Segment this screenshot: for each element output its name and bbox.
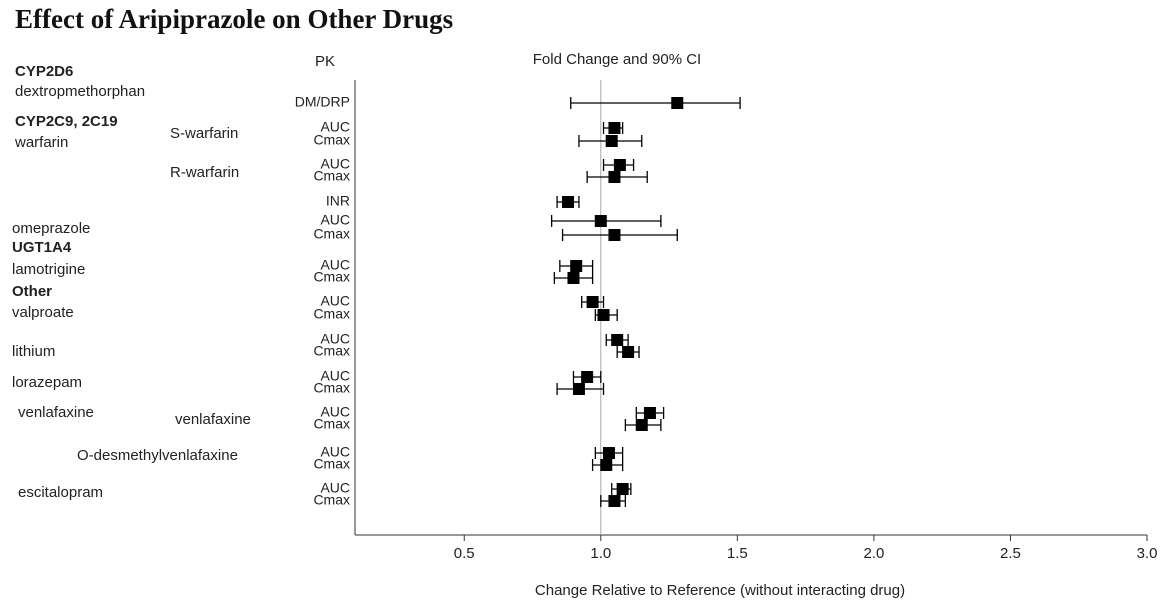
point-estimate <box>570 260 583 272</box>
pk-label: INR <box>326 193 350 209</box>
point-estimate <box>608 495 621 507</box>
point-estimate <box>613 159 626 171</box>
point-estimate <box>562 196 575 208</box>
pk-label: Cmax <box>313 306 350 322</box>
point-estimate <box>611 334 624 346</box>
point-estimate <box>643 407 656 419</box>
group-label: O-desmethylvenlafaxine <box>77 447 238 464</box>
pk-label: Cmax <box>313 416 350 432</box>
point-estimate <box>605 135 618 147</box>
point-estimate <box>635 419 648 431</box>
point-estimate <box>671 97 684 109</box>
pk-label: Cmax <box>313 132 350 148</box>
group-label: lamotrigine <box>12 261 85 278</box>
point-estimate <box>616 483 629 495</box>
pk-header: PK <box>315 53 335 70</box>
group-label: dextropmethorphan <box>15 83 145 100</box>
point-estimate <box>602 447 615 459</box>
point-estimate <box>597 309 610 321</box>
point-estimate <box>608 171 621 183</box>
pk-label: AUC <box>320 212 350 228</box>
point-estimate <box>567 272 580 284</box>
pk-label: AUC <box>320 156 350 172</box>
pk-label: AUC <box>320 444 350 460</box>
point-estimate <box>622 346 635 358</box>
pk-label: Cmax <box>313 380 350 396</box>
x-tick-label: 2.5 <box>1000 545 1021 562</box>
group-label: escitalopram <box>18 484 103 501</box>
pk-label: DM/DRP <box>295 94 350 110</box>
group-label: UGT1A4 <box>12 239 72 256</box>
ci-header: Fold Change and 90% CI <box>533 51 701 68</box>
point-estimate <box>572 383 585 395</box>
group-label: lithium <box>12 343 55 360</box>
point-estimate <box>608 229 621 241</box>
x-tick-label: 2.0 <box>863 545 884 562</box>
group-label: CYP2D6 <box>15 63 73 80</box>
error-bar <box>570 97 741 109</box>
x-tick-label: 3.0 <box>1137 545 1158 562</box>
pk-label: Cmax <box>313 168 350 184</box>
pk-label: AUC <box>320 404 350 420</box>
group-label: venlafaxine <box>175 411 251 428</box>
point-estimate <box>608 122 621 134</box>
pk-label: AUC <box>320 257 350 273</box>
x-tick-label: 1.5 <box>727 545 748 562</box>
point-estimate <box>581 371 594 383</box>
pk-label: Cmax <box>313 226 350 242</box>
pk-label: AUC <box>320 480 350 496</box>
pk-label: Cmax <box>313 269 350 285</box>
chart-title: Effect of Aripiprazole on Other Drugs <box>15 4 453 34</box>
group-label: valproate <box>12 304 74 321</box>
pk-label: AUC <box>320 293 350 309</box>
group-label: S-warfarin <box>170 125 238 142</box>
group-label: R-warfarin <box>170 164 239 181</box>
group-label: venlafaxine <box>18 404 94 421</box>
group-label: CYP2C9, 2C19 <box>15 113 118 130</box>
point-estimate <box>600 459 613 471</box>
pk-label: AUC <box>320 368 350 384</box>
group-label: Other <box>12 283 52 300</box>
pk-label: AUC <box>320 331 350 347</box>
point-estimate <box>586 296 599 308</box>
group-label: warfarin <box>14 134 68 151</box>
pk-label: Cmax <box>313 343 350 359</box>
x-tick-label: 1.0 <box>590 545 611 562</box>
pk-label: Cmax <box>313 456 350 472</box>
x-tick-label: 0.5 <box>454 545 475 562</box>
pk-label: AUC <box>320 119 350 135</box>
group-label: omeprazole <box>12 220 90 237</box>
x-axis-label: Change Relative to Reference (without in… <box>535 582 905 599</box>
group-label: lorazepam <box>12 374 82 391</box>
pk-label: Cmax <box>313 492 350 508</box>
point-estimate <box>594 215 607 227</box>
